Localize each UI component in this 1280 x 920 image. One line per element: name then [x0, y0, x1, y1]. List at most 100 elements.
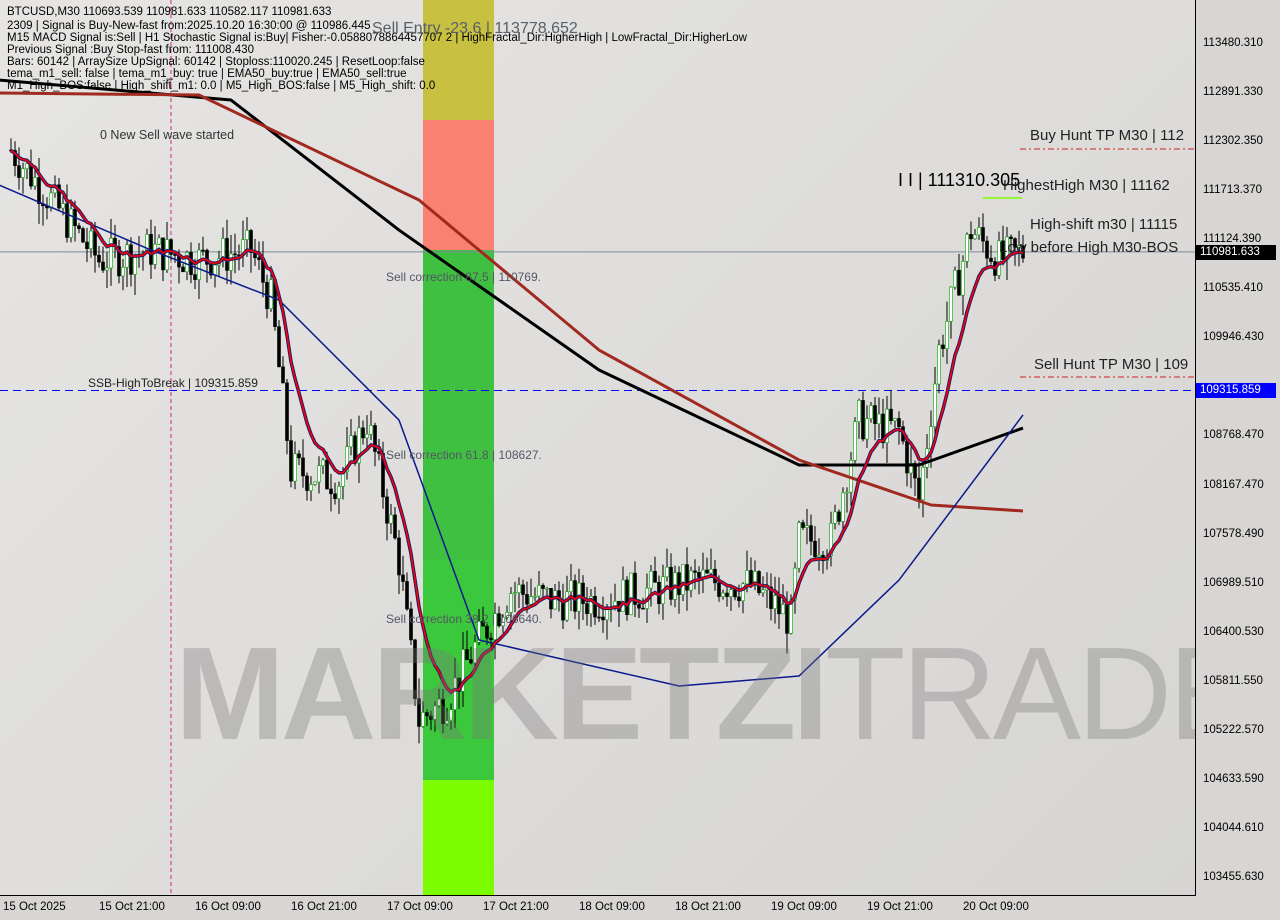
ema-fast-line: [10, 149, 1024, 694]
candle-bearish: [225, 238, 229, 271]
candle-bullish: [933, 383, 937, 427]
time-tick-label: 19 Oct 21:00: [867, 901, 933, 913]
candle-bullish: [681, 564, 685, 595]
candle-bullish: [937, 344, 941, 385]
candle-bullish: [893, 418, 897, 421]
candle-bearish: [981, 227, 985, 242]
candle-bullish: [729, 589, 733, 597]
candle-bearish: [597, 616, 601, 619]
candle-bearish: [465, 649, 469, 660]
candle-bullish: [745, 570, 749, 585]
candle-bullish: [869, 405, 873, 420]
candle-bearish: [581, 582, 585, 604]
candle-bullish: [121, 266, 125, 277]
candle-bearish: [329, 488, 333, 495]
signal-zone-red: [423, 120, 494, 250]
candle-bearish: [405, 581, 409, 610]
price-tick-label: 110535.410: [1203, 281, 1263, 294]
time-tick-label: 16 Oct 21:00: [291, 901, 357, 913]
ma-blue-line: [0, 184, 1024, 687]
candle-bearish: [573, 580, 577, 612]
candle-bullish: [885, 408, 889, 444]
candle-bullish: [157, 237, 161, 245]
candle-bearish: [481, 621, 485, 627]
candle-bullish: [513, 592, 517, 594]
candle-bearish: [633, 572, 637, 605]
candle-bullish: [773, 595, 777, 609]
candle-bullish: [945, 320, 949, 349]
candle-bearish: [81, 228, 85, 243]
candle-bearish: [361, 427, 365, 439]
price-tick-label: 111713.370: [1203, 183, 1263, 196]
candle-bullish: [741, 583, 745, 602]
candle-bearish: [193, 274, 197, 280]
candle-bullish: [69, 208, 73, 238]
candle-bearish: [485, 625, 489, 639]
candle-bearish: [737, 596, 741, 602]
candle-bullish: [49, 192, 53, 209]
price-tick-label: 108768.470: [1203, 428, 1264, 441]
candle-bullish: [133, 255, 137, 275]
candle-bullish: [505, 612, 509, 618]
candle-bullish: [269, 279, 273, 309]
time-tick-label: 16 Oct 09:00: [195, 901, 261, 913]
candle-bearish: [333, 493, 337, 500]
candle-bullish: [509, 593, 513, 613]
info-line-4: Bars: 60142 | ArraySize UpSignal: 60142 …: [7, 56, 425, 68]
candle-bearish: [585, 603, 589, 615]
candle-bullish: [369, 425, 373, 435]
candle-bearish: [297, 453, 301, 459]
candle-bullish: [1017, 245, 1021, 248]
candle-bullish: [165, 239, 169, 271]
candle-bullish: [221, 238, 225, 259]
candle-bullish: [977, 227, 981, 236]
candle-bullish: [569, 580, 573, 592]
candle-bullish: [953, 269, 957, 288]
candle-bullish: [965, 234, 969, 262]
candle-bullish: [213, 264, 217, 276]
candle-bearish: [289, 440, 293, 482]
candle-bullish: [997, 240, 1001, 276]
watermark-logo: MARKETZITRADE: [175, 620, 1195, 767]
candle-bearish: [489, 637, 493, 640]
candle-bearish: [385, 496, 389, 524]
symbol-ohlc: BTCUSD,M30 110693.539 110981.633 110582.…: [7, 6, 332, 18]
candle-bearish: [101, 261, 105, 271]
candle-bullish: [973, 234, 977, 240]
ssb-label: SSB-HighToBreak | 109315.859: [88, 376, 258, 390]
candle-bearish: [325, 459, 329, 490]
candle-bullish: [421, 712, 425, 727]
candle-bearish: [13, 150, 17, 166]
candle-bullish: [709, 568, 713, 574]
candle-bearish: [685, 564, 689, 591]
sell-hunt-tp-label: Sell Hunt TP M30 | 109: [1034, 356, 1189, 373]
candle-bullish: [877, 413, 881, 424]
candle-bearish: [733, 589, 737, 598]
candle-bearish: [693, 570, 697, 573]
candle-bullish: [533, 595, 537, 598]
highest-high-label: HighestHigh M30 | 11162: [1003, 177, 1170, 194]
price-tick-label: 109946.430: [1203, 330, 1264, 343]
sell-correction-875: Sell correction 87.5 | 110769.: [386, 270, 541, 284]
candle-bearish: [809, 525, 813, 542]
chart-plot-area[interactable]: MARKETZITRADE BTCUSD,M30 110693.539 1109…: [0, 0, 1196, 896]
candle-bearish: [697, 572, 701, 578]
candle-bearish: [181, 266, 185, 273]
candle-bullish: [313, 481, 317, 485]
candle-bearish: [525, 594, 529, 605]
candle-bearish: [117, 246, 121, 277]
candle-bearish: [397, 537, 401, 576]
candle-bullish: [309, 484, 313, 491]
signal-zone-green-upper: [423, 250, 494, 560]
candle-bearish: [429, 715, 433, 720]
low-before-high-label: Low before High M30-BOS: [999, 239, 1179, 256]
candle-bullish: [721, 592, 725, 597]
candle-bearish: [813, 540, 817, 558]
candle-bullish: [529, 596, 533, 605]
price-tick-label: 103455.630: [1203, 870, 1264, 883]
price-tick-label: 105222.570: [1203, 723, 1264, 736]
candle-bullish: [317, 465, 321, 483]
candle-bullish: [357, 427, 361, 464]
candle-bullish: [833, 511, 837, 524]
candle-bearish: [249, 230, 253, 253]
